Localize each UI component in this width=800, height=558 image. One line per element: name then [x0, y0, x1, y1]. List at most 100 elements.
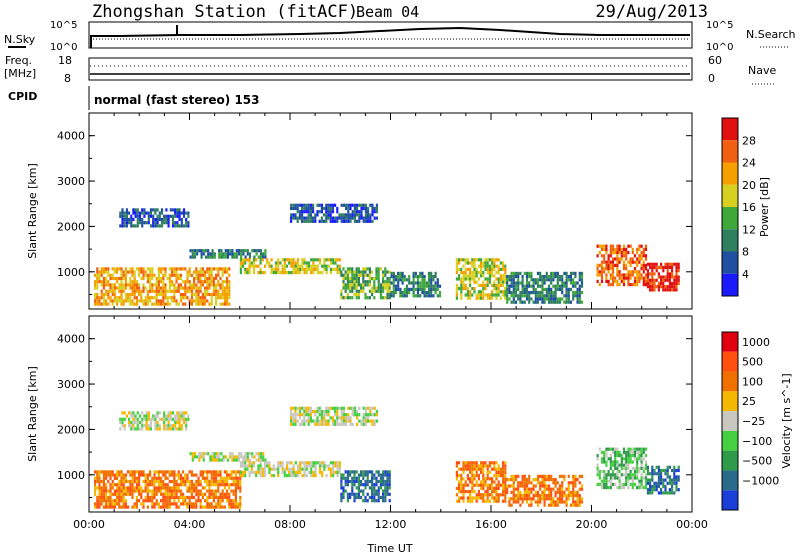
echo-cell [142, 479, 145, 484]
echo-cell [480, 483, 483, 487]
echo-cell [357, 486, 360, 490]
echo-cell [122, 502, 125, 506]
echo-cell [186, 489, 189, 493]
echo-cell [627, 244, 630, 248]
echo-cell [563, 474, 566, 478]
echo-cell [120, 267, 123, 271]
echo-cell [197, 483, 200, 487]
echo-cell [212, 470, 215, 474]
echo-cell [303, 219, 306, 223]
echo-cell [94, 283, 97, 287]
echo-cell [480, 258, 483, 262]
echo-cell [94, 286, 97, 290]
echo-cell [292, 258, 295, 262]
echo-cell [164, 286, 167, 290]
echo-cell [504, 290, 507, 294]
echo-cell [462, 490, 465, 494]
echo-cell [307, 422, 310, 426]
echo-cell [382, 499, 385, 503]
echo-cell [567, 278, 570, 282]
echo-cell [177, 286, 180, 290]
echo-cell [201, 292, 204, 297]
echo-cell [98, 483, 101, 487]
echo-cell [342, 219, 345, 223]
echo-cell [458, 467, 461, 471]
echo-cell [469, 493, 472, 497]
echo-cell [649, 265, 652, 270]
echo-cell [620, 457, 623, 461]
echo-cell [113, 283, 116, 287]
echo-cell [364, 283, 367, 287]
echo-cell [605, 447, 608, 451]
echo-cell [102, 495, 105, 500]
echo-cell [342, 203, 345, 207]
echo-cell [491, 267, 494, 271]
echo-cell [314, 258, 317, 262]
echo-cell [246, 455, 249, 459]
echo-cell [360, 283, 363, 287]
echo-cell [347, 413, 350, 417]
echo-cell [578, 494, 581, 498]
echo-cell [133, 302, 136, 306]
echo-cell [373, 492, 376, 496]
echo-cell [102, 492, 105, 496]
echo-cell [241, 258, 245, 262]
echo-cell [301, 213, 304, 217]
echo-cell [174, 224, 177, 228]
echo-cell [534, 287, 537, 291]
echo-cell [534, 278, 537, 282]
echo-cell [464, 287, 467, 291]
echo-cell [132, 414, 135, 418]
echo-cell [176, 414, 179, 418]
echo-cell [188, 286, 191, 290]
echo-cell [469, 271, 472, 275]
echo-cell [362, 489, 365, 493]
echo-cell [283, 470, 286, 474]
echo-cell [206, 276, 209, 281]
echo-cell [368, 280, 371, 284]
echo-cell [375, 206, 378, 211]
echo-cell [519, 497, 522, 501]
echo-cell [264, 458, 267, 462]
echo-cell [195, 499, 198, 503]
echo-cell [486, 493, 489, 497]
echo-cell [102, 270, 105, 274]
echo-cell [473, 461, 476, 465]
echo-cell [301, 474, 304, 478]
echo-cell [215, 267, 218, 271]
echo-cell [340, 483, 343, 487]
echo-cell [534, 281, 537, 285]
echo-cell [536, 500, 540, 504]
echo-cell [430, 284, 433, 288]
echo-cell [355, 292, 358, 297]
echo-cell [210, 470, 213, 474]
echo-cell [292, 216, 295, 220]
echo-cell [182, 214, 186, 218]
echo-cell [303, 461, 306, 465]
echo-cell [113, 492, 116, 496]
echo-cell [578, 481, 581, 485]
echo-cell [640, 479, 643, 483]
echo-cell [290, 467, 293, 471]
echo-cell [355, 276, 358, 281]
echo-cell [358, 216, 361, 220]
echo-cell [655, 285, 658, 289]
echo-cell [334, 258, 337, 262]
echo-cell [208, 489, 211, 493]
echo-cell [475, 493, 478, 497]
echo-cell [651, 281, 654, 286]
echo-cell [316, 264, 319, 268]
echo-cell [156, 221, 159, 225]
colorbar-segment [722, 229, 738, 252]
echo-cell [342, 276, 345, 281]
echo-cell [671, 272, 674, 276]
echo-cell [119, 420, 122, 425]
echo-cell [178, 211, 181, 215]
echo-cell [550, 294, 553, 298]
echo-cell [631, 466, 634, 470]
nsky-tick-top: 10^5 [50, 20, 77, 31]
echo-cell [163, 417, 166, 421]
echo-cell [119, 224, 122, 228]
echo-cell [239, 258, 242, 262]
echo-cell [502, 293, 505, 297]
